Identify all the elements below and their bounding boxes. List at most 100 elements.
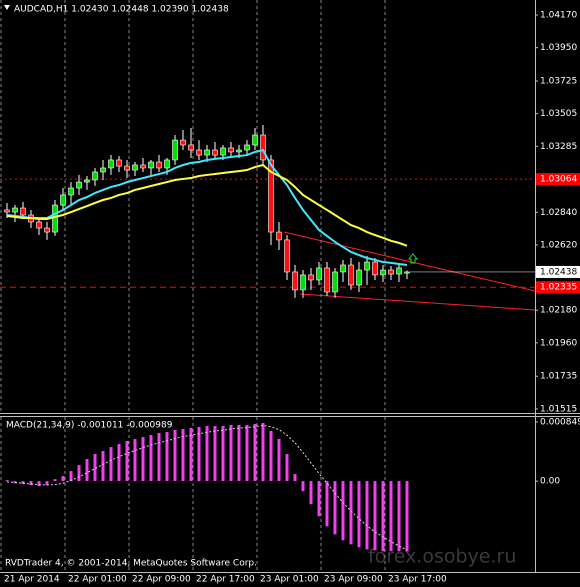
candle-body <box>156 161 162 169</box>
candle-body <box>228 147 234 153</box>
histogram-bar <box>157 433 161 482</box>
level-label: 1.02335 <box>540 283 577 293</box>
level-label-box <box>536 173 580 186</box>
histogram-bar <box>349 481 353 545</box>
x-tick-label: 21 Apr 2014 <box>4 575 60 585</box>
candle-body <box>196 149 202 156</box>
candle-body <box>396 267 402 275</box>
candle-body <box>292 271 298 291</box>
histogram-bar <box>277 439 281 482</box>
candle-body <box>140 164 146 169</box>
histogram-bar <box>85 459 89 482</box>
candle-body <box>60 194 66 206</box>
moving-average <box>6 148 408 266</box>
histogram-bar <box>245 424 249 482</box>
candle-body <box>388 269 394 275</box>
x-tick-label: 23 Apr 17:00 <box>388 575 447 585</box>
candle-body <box>124 165 130 171</box>
candle-body <box>212 149 218 156</box>
candle-body <box>68 187 74 196</box>
histogram-bar <box>293 474 297 482</box>
candle-body <box>380 269 386 276</box>
histogram-bar <box>173 430 177 482</box>
histogram-bar <box>77 465 81 482</box>
candle-body <box>284 239 290 273</box>
histogram-bar <box>397 481 401 552</box>
histogram-bar <box>197 427 201 482</box>
candle-body <box>324 267 330 293</box>
x-tick-label: 22 Apr 01:00 <box>68 575 127 585</box>
candle-body <box>20 207 26 216</box>
candle-body <box>188 144 194 151</box>
histogram-bar <box>149 435 153 482</box>
histogram-bar <box>205 426 209 482</box>
y-tick-label: 0.000849 <box>540 417 580 427</box>
histogram-bar <box>317 481 321 517</box>
histogram-bar <box>365 481 369 550</box>
moving-average <box>6 163 408 247</box>
histogram-bar <box>165 432 169 482</box>
histogram-bar <box>181 429 185 482</box>
candle-body <box>236 149 242 153</box>
candle-body <box>116 159 122 167</box>
symbol-icon <box>4 5 10 10</box>
y-tick-label: 1.01735 <box>540 372 577 382</box>
histogram-bar <box>117 444 121 482</box>
candle-body <box>44 227 50 233</box>
chart-title: AUDCAD,H1 1.02430 1.02448 1.02390 1.0243… <box>14 5 229 15</box>
candle-body <box>372 261 378 276</box>
histogram-bar <box>5 480 9 482</box>
y-tick-label: 1.03725 <box>540 77 577 87</box>
x-tick-label: 23 Apr 01:00 <box>260 575 319 585</box>
candle-body <box>100 167 106 173</box>
candle-body <box>108 159 114 169</box>
x-tick-label: 22 Apr 17:00 <box>196 575 255 585</box>
candle-body <box>308 274 314 281</box>
histogram-bar <box>61 476 65 482</box>
histogram-bar <box>309 481 313 505</box>
x-tick-label: 22 Apr 09:00 <box>132 575 191 585</box>
histogram-bar <box>229 424 233 482</box>
candle-body <box>316 267 322 281</box>
histogram-bar <box>109 447 113 482</box>
candle-body <box>12 207 18 213</box>
candle-body <box>172 139 178 161</box>
y-tick-label: 1.02180 <box>540 306 577 316</box>
y-tick-label: 1.02840 <box>540 208 577 218</box>
candle-body <box>180 139 186 146</box>
histogram-bar <box>325 481 329 527</box>
y-tick-label: 1.01515 <box>540 404 577 414</box>
histogram-bar <box>333 481 337 535</box>
histogram-bar <box>261 422 265 482</box>
candle-body <box>364 261 370 271</box>
histogram-bar <box>381 481 385 552</box>
candle-body <box>220 147 226 156</box>
arrow-signal <box>407 253 419 264</box>
y-tick-label: 1.03950 <box>540 43 577 53</box>
histogram-bar <box>125 441 129 482</box>
candle-body <box>84 179 90 183</box>
candle-body <box>348 264 354 286</box>
trendline <box>283 231 536 292</box>
histogram-bar <box>29 481 33 486</box>
candle-body <box>76 181 82 189</box>
x-tick-label: 23 Apr 09:00 <box>324 575 383 585</box>
histogram-bar <box>285 454 289 482</box>
candle-body <box>276 231 282 241</box>
trendline <box>299 293 536 311</box>
histogram-bar <box>13 481 17 484</box>
histogram-bar <box>189 427 193 482</box>
histogram-bar <box>301 481 305 492</box>
candle-body <box>252 134 258 146</box>
histogram-bar <box>405 481 409 552</box>
indicator-title: MACD(21,34,9) -0.001011 -0.000989 <box>6 421 173 431</box>
level-label-box <box>536 281 580 294</box>
histogram-bar <box>69 471 73 482</box>
histogram-bar <box>93 454 97 482</box>
histogram-bar <box>341 481 345 541</box>
candle-body <box>36 221 42 229</box>
candle-body <box>404 271 410 274</box>
